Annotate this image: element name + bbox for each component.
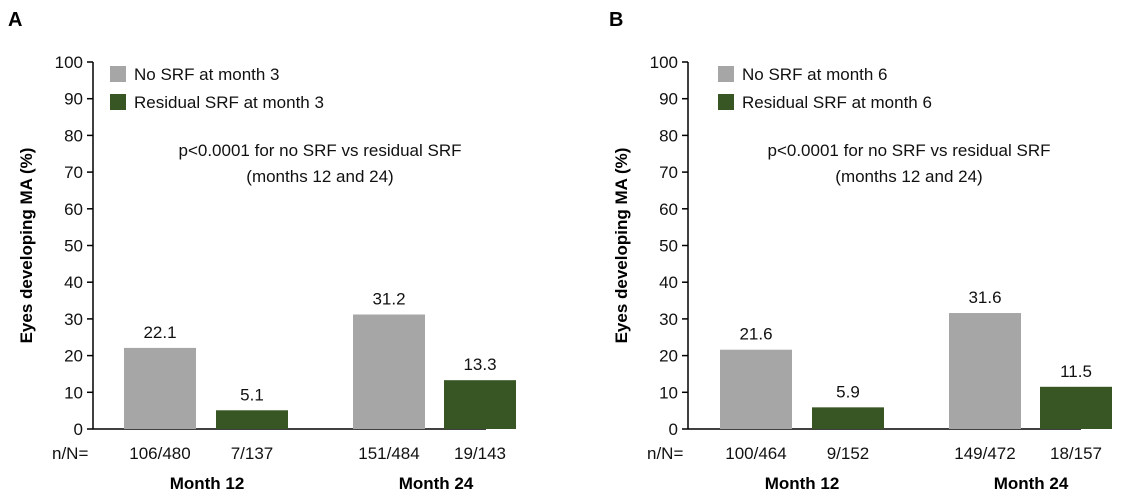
legend-swatch bbox=[718, 66, 734, 82]
y-tick-label: 0 bbox=[669, 420, 678, 439]
bar bbox=[216, 410, 288, 429]
chart-panel-a: A 0 10 20 30 40 50 60 70 80 90 100 Eyes developing M… bbox=[8, 9, 516, 493]
bar bbox=[720, 349, 792, 429]
count-label: 100/464 bbox=[725, 444, 786, 463]
count-label: 19/143 bbox=[454, 444, 506, 463]
annotation-line: p<0.0001 for no SRF vs residual SRF bbox=[179, 141, 462, 160]
y-tick-label: 80 bbox=[659, 126, 678, 145]
legend-label: Residual SRF at month 3 bbox=[134, 93, 324, 112]
annotation-line: (months 12 and 24) bbox=[246, 167, 393, 186]
category-label: Month 24 bbox=[399, 474, 474, 493]
chart-panel-b: B 0 10 20 30 40 50 60 70 80 90 100 Eyes developing M… bbox=[609, 9, 1112, 493]
y-tick-label: 100 bbox=[650, 53, 678, 72]
y-axis-label: Eyes developing MA (%) bbox=[17, 148, 36, 344]
legend-label: No SRF at month 3 bbox=[134, 65, 280, 84]
data-label: 21.6 bbox=[739, 325, 772, 344]
bar bbox=[812, 407, 884, 429]
y-tick-label: 30 bbox=[64, 310, 83, 329]
y-tick-label: 30 bbox=[659, 310, 678, 329]
counts-prefix: n/N= bbox=[52, 444, 88, 463]
y-tick-label: 20 bbox=[64, 347, 83, 366]
annotation-line: p<0.0001 for no SRF vs residual SRF bbox=[768, 141, 1051, 160]
y-axis-label: Eyes developing MA (%) bbox=[612, 148, 631, 344]
category-label: Month 12 bbox=[170, 474, 245, 493]
count-label: 7/137 bbox=[231, 444, 274, 463]
y-tick-label: 90 bbox=[64, 90, 83, 109]
y-tick-label: 90 bbox=[659, 90, 678, 109]
y-tick-label: 20 bbox=[659, 347, 678, 366]
y-tick-label: 60 bbox=[64, 200, 83, 219]
bar bbox=[1040, 386, 1112, 429]
legend-label: Residual SRF at month 6 bbox=[742, 93, 932, 112]
count-label: 149/472 bbox=[954, 444, 1015, 463]
data-label: 13.3 bbox=[463, 355, 496, 374]
y-tick-label: 0 bbox=[74, 420, 83, 439]
panel-letter: A bbox=[8, 9, 22, 31]
count-label: 151/484 bbox=[358, 444, 419, 463]
y-tick-label: 50 bbox=[659, 237, 678, 256]
bar bbox=[124, 347, 196, 429]
data-label: 31.2 bbox=[372, 289, 405, 308]
panel-letter: B bbox=[609, 9, 623, 31]
legend-label: No SRF at month 6 bbox=[742, 65, 888, 84]
y-tick-label: 100 bbox=[55, 53, 83, 72]
y-tick-label: 40 bbox=[64, 273, 83, 292]
y-tick-label: 40 bbox=[659, 273, 678, 292]
category-label: Month 24 bbox=[994, 474, 1069, 493]
bar bbox=[353, 314, 425, 429]
count-label: 18/157 bbox=[1050, 444, 1102, 463]
annotation-line: (months 12 and 24) bbox=[835, 167, 982, 186]
y-tick-label: 70 bbox=[659, 163, 678, 182]
data-label: 11.5 bbox=[1060, 362, 1092, 381]
y-tick-label: 10 bbox=[64, 383, 83, 402]
category-label: Month 12 bbox=[765, 474, 840, 493]
data-label: 31.6 bbox=[968, 288, 1001, 307]
y-tick-label: 80 bbox=[64, 126, 83, 145]
count-label: 106/480 bbox=[129, 444, 190, 463]
counts-prefix: n/N= bbox=[647, 444, 683, 463]
data-label: 5.1 bbox=[240, 385, 264, 404]
legend-swatch bbox=[110, 66, 126, 82]
legend-swatch bbox=[718, 94, 734, 110]
y-tick-label: 50 bbox=[64, 237, 83, 256]
legend-swatch bbox=[110, 94, 126, 110]
y-tick-label: 10 bbox=[659, 383, 678, 402]
y-tick-label: 60 bbox=[659, 200, 678, 219]
data-label: 22.1 bbox=[143, 323, 176, 342]
count-label: 9/152 bbox=[827, 444, 870, 463]
bar bbox=[949, 313, 1021, 429]
data-label: 5.9 bbox=[836, 382, 860, 401]
y-tick-label: 70 bbox=[64, 163, 83, 182]
bar bbox=[444, 380, 516, 429]
